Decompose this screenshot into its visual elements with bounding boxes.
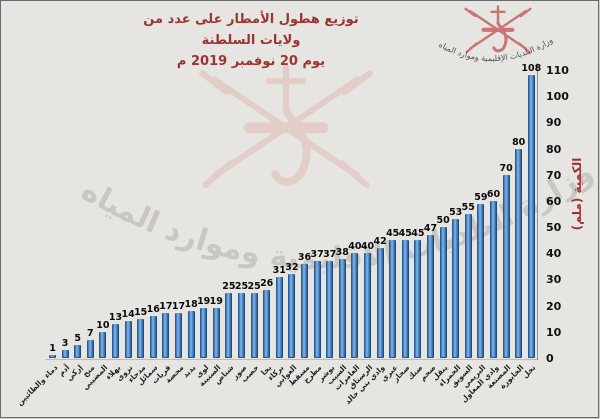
bar — [502, 174, 510, 358]
bar-value-label: 38 — [335, 246, 349, 258]
bar-value-label: 1 — [49, 343, 56, 355]
bar — [61, 350, 69, 358]
bar-value-label: 3 — [61, 338, 69, 350]
bar-value-label: 19 — [209, 296, 223, 308]
y-tick-label: 110 — [546, 64, 569, 77]
bar-value-label: 25 — [222, 280, 236, 292]
bar-value-label: 25 — [247, 280, 261, 292]
bar-value-label: 10 — [96, 319, 110, 331]
bar — [225, 292, 233, 358]
y-tick-label: 20 — [546, 299, 562, 313]
bar — [401, 240, 409, 358]
bar-value-label: 47 — [423, 222, 438, 234]
bar — [515, 148, 523, 358]
y-tick-label: 90 — [546, 116, 562, 130]
y-tick-label: 10 — [546, 325, 562, 339]
bar-value-label: 15 — [134, 306, 148, 318]
bar — [137, 318, 145, 358]
chart-title-line2: يوم 20 نوفمبر 2019 م — [176, 54, 326, 69]
y-tick-label: 30 — [546, 273, 562, 287]
y-tick-label: 50 — [546, 221, 562, 235]
bar-value-label: 13 — [108, 311, 123, 323]
chart-title: توزيع هطول الأمطار على عدد من ولايات الس… — [123, 9, 379, 72]
bar — [490, 200, 497, 358]
bar — [250, 292, 258, 358]
bar-value-label: 31 — [272, 264, 286, 276]
bar-value-label: 45 — [386, 228, 400, 240]
bar — [74, 344, 82, 358]
bar — [313, 261, 321, 358]
bar — [326, 261, 334, 358]
bar — [301, 263, 308, 358]
bar — [351, 253, 359, 358]
bar — [263, 289, 271, 358]
bar — [86, 339, 94, 358]
bar-value-label: 32 — [285, 262, 299, 274]
bar-value-label: 108 — [521, 63, 542, 75]
bar-value-label: 5 — [74, 332, 81, 344]
bar-value-label: 16 — [146, 304, 160, 316]
bar-value-label: 45 — [411, 228, 425, 240]
bar-value-label: 37 — [310, 249, 324, 261]
bar-value-label: 55 — [461, 202, 475, 213]
bar — [376, 248, 384, 358]
bar-value-label: 25 — [234, 280, 249, 292]
bar — [364, 253, 371, 358]
y-tick-label: 80 — [546, 142, 562, 156]
bar — [112, 323, 119, 358]
bar — [464, 214, 472, 358]
bar — [99, 331, 107, 358]
bar — [187, 310, 195, 358]
bar — [162, 313, 170, 358]
chart-title-line1: توزيع هطول الأمطار على عدد من ولايات الس… — [143, 12, 359, 48]
bar-value-label: 80 — [512, 136, 526, 148]
bar — [175, 313, 182, 358]
bar-value-label: 17 — [171, 301, 186, 313]
bar — [452, 219, 460, 358]
bar — [49, 355, 56, 358]
bar-value-label: 60 — [486, 188, 501, 200]
bar — [124, 321, 132, 358]
bar-value-label: 37 — [323, 249, 337, 261]
bar-value-label: 40 — [348, 241, 362, 253]
bar-value-label: 59 — [474, 191, 488, 203]
bar — [527, 75, 535, 358]
bar-value-label: 70 — [499, 162, 513, 174]
bar — [149, 316, 157, 358]
bar-value-label: 18 — [184, 298, 198, 310]
bar — [212, 308, 220, 358]
bar — [275, 276, 283, 358]
bar — [389, 240, 397, 358]
bar — [414, 240, 422, 358]
y-tick-label: 70 — [546, 168, 562, 182]
bar — [439, 227, 447, 358]
bar-value-label: 17 — [159, 301, 173, 313]
bar-value-label: 42 — [373, 236, 387, 248]
x-axis-line — [45, 359, 537, 360]
bar-value-label: 7 — [86, 327, 94, 339]
bar-value-label: 19 — [197, 296, 211, 308]
bar-value-label: 50 — [436, 215, 450, 227]
y-tick-label: 0 — [546, 352, 554, 365]
bar — [427, 234, 434, 358]
y-tick-label: 100 — [546, 90, 569, 104]
bar-value-label: 40 — [360, 241, 375, 253]
bar-value-label: 26 — [260, 277, 274, 289]
bar-value-label: 45 — [398, 228, 412, 240]
bar — [477, 203, 485, 358]
y-axis-line — [537, 63, 538, 360]
bar — [238, 292, 245, 358]
bar-value-label: 14 — [121, 309, 135, 321]
y-tick-label: 60 — [546, 194, 562, 208]
bar — [288, 274, 296, 358]
y-tick-label: 40 — [546, 247, 562, 261]
bar-value-label: 53 — [449, 207, 463, 219]
bar-value-label: 36 — [297, 251, 312, 263]
bar — [338, 258, 346, 358]
bar — [200, 308, 208, 358]
